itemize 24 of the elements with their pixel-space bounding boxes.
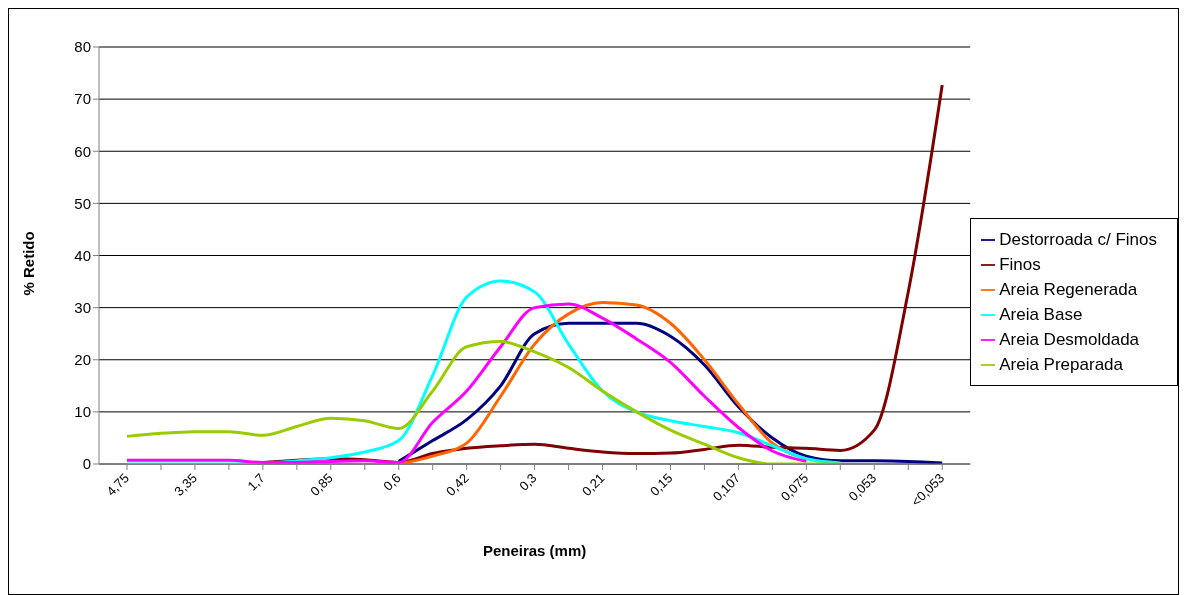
- x-axis-title: Peneiras (mm): [482, 542, 587, 559]
- y-tick-label: 20: [74, 351, 91, 369]
- y-tick-label: 10: [74, 403, 91, 421]
- y-tick-label: 40: [74, 246, 91, 264]
- x-tick-label: 0,42: [443, 470, 472, 499]
- y-axis-title: % Retido: [20, 231, 38, 296]
- x-tick-label: 4,75: [103, 470, 132, 499]
- x-tick-label: 1,7: [244, 470, 268, 494]
- y-tick-label: 70: [74, 90, 91, 108]
- legend-label: Areia Base: [999, 304, 1083, 324]
- x-tick-label: 0,21: [578, 470, 608, 499]
- y-tick-label: 80: [74, 38, 91, 56]
- x-tick-label: 0,3: [516, 470, 540, 494]
- legend-label: Areia Regenerada: [999, 279, 1138, 299]
- y-tick-label: 0: [82, 455, 91, 473]
- legend-label: Finos: [999, 254, 1041, 274]
- x-tick-label: 0,6: [380, 470, 404, 494]
- y-tick-label: 50: [74, 194, 91, 212]
- legend-label: Destorroada c/ Finos: [999, 229, 1157, 249]
- legend-label: Areia Desmoldada: [999, 329, 1140, 349]
- y-tick-label: 60: [74, 142, 91, 160]
- legend-label: Areia Preparada: [999, 354, 1124, 374]
- line-series: [125, 302, 808, 464]
- y-tick-label: 30: [74, 298, 91, 316]
